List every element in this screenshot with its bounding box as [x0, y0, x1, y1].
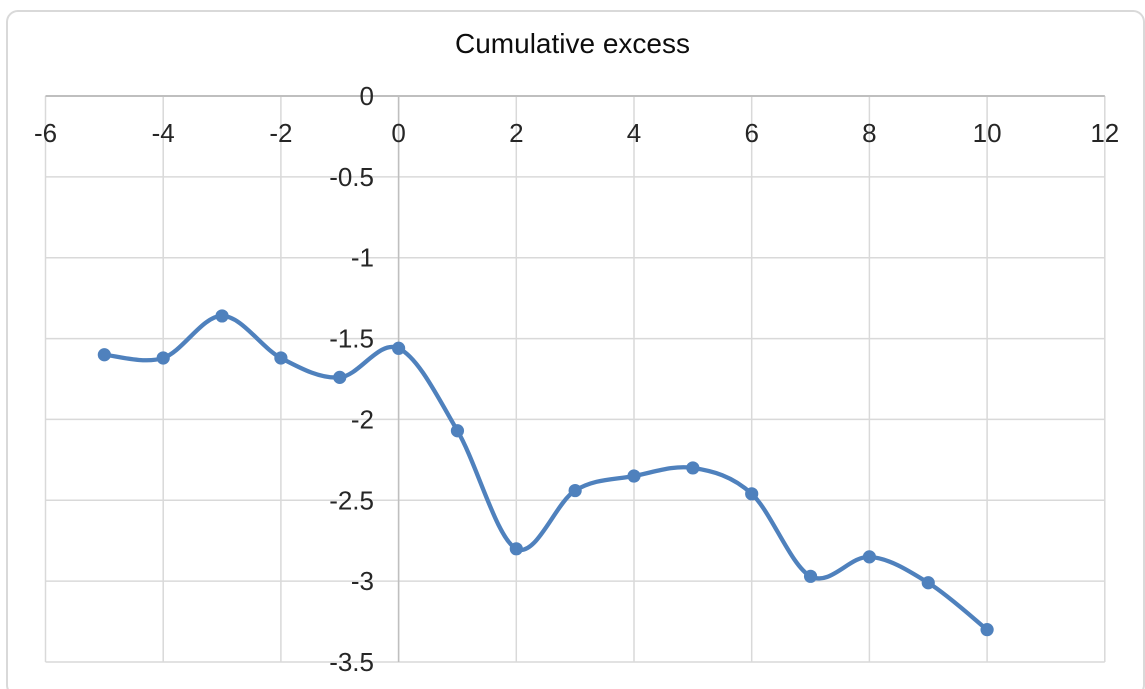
y-axis-tick-label: 0 [360, 81, 374, 111]
data-point-marker [450, 424, 465, 438]
x-axis-tick-label: 8 [862, 118, 876, 148]
x-axis-tick-label: 6 [744, 118, 758, 148]
y-axis-tick-label: -1 [351, 243, 374, 273]
y-axis-tick-label: -2 [351, 404, 374, 434]
data-point-marker [745, 487, 759, 501]
data-point-marker [803, 569, 818, 583]
data-point-marker [509, 542, 523, 556]
x-axis-tick-label: 10 [973, 118, 1002, 148]
x-axis-tick-label: 4 [627, 118, 641, 148]
data-point-marker [686, 461, 700, 475]
chart-area-border [6, 10, 1145, 689]
data-point-marker [921, 576, 935, 590]
x-axis-tick-label: -6 [34, 118, 57, 148]
x-axis-tick-label: 12 [1090, 118, 1119, 148]
data-point-marker [392, 341, 406, 355]
data-point-marker [980, 623, 994, 637]
data-point-marker [333, 370, 347, 384]
y-axis-tick-label: -1.5 [329, 324, 374, 354]
data-point-marker [862, 550, 877, 564]
y-axis-tick-label: -3 [351, 566, 374, 596]
x-axis-tick-label: -4 [152, 118, 175, 148]
series-line [102, 313, 990, 632]
data-point-marker [274, 351, 288, 365]
data-point-marker [627, 469, 641, 483]
data-point-marker [568, 483, 582, 498]
data-point-marker [97, 348, 111, 362]
data-point-marker [156, 351, 170, 365]
y-axis-tick-label: -2.5 [329, 485, 374, 515]
data-point-marker [215, 309, 229, 323]
x-axis-tick-label: 0 [391, 118, 405, 148]
chart-title: Cumulative excess [455, 28, 690, 59]
y-axis-tick-label: -0.5 [329, 162, 374, 192]
y-axis-tick-label: -3.5 [329, 647, 374, 677]
x-axis-tick-label: -2 [269, 118, 292, 148]
x-axis-tick-label: 2 [509, 118, 523, 148]
